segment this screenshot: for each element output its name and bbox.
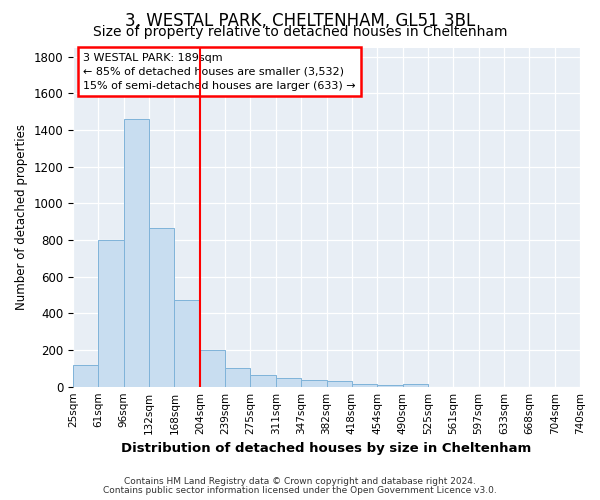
Bar <box>276 378 301 386</box>
Text: Contains public sector information licensed under the Open Government Licence v3: Contains public sector information licen… <box>103 486 497 495</box>
Bar <box>73 364 98 386</box>
Bar <box>250 375 276 386</box>
Bar <box>149 228 175 386</box>
Bar <box>98 240 124 386</box>
Text: 3, WESTAL PARK, CHELTENHAM, GL51 3BL: 3, WESTAL PARK, CHELTENHAM, GL51 3BL <box>125 12 475 30</box>
Bar <box>403 384 428 386</box>
Text: 3 WESTAL PARK: 189sqm
← 85% of detached houses are smaller (3,532)
15% of semi-d: 3 WESTAL PARK: 189sqm ← 85% of detached … <box>83 52 356 90</box>
Bar <box>301 380 326 386</box>
Bar <box>175 300 200 386</box>
Text: Contains HM Land Registry data © Crown copyright and database right 2024.: Contains HM Land Registry data © Crown c… <box>124 477 476 486</box>
Bar <box>326 381 352 386</box>
Bar <box>352 384 377 386</box>
X-axis label: Distribution of detached houses by size in Cheltenham: Distribution of detached houses by size … <box>121 442 532 455</box>
Bar <box>225 368 250 386</box>
Y-axis label: Number of detached properties: Number of detached properties <box>15 124 28 310</box>
Bar <box>377 385 403 386</box>
Bar <box>124 119 149 386</box>
Bar <box>200 350 225 387</box>
Text: Size of property relative to detached houses in Cheltenham: Size of property relative to detached ho… <box>93 25 507 39</box>
